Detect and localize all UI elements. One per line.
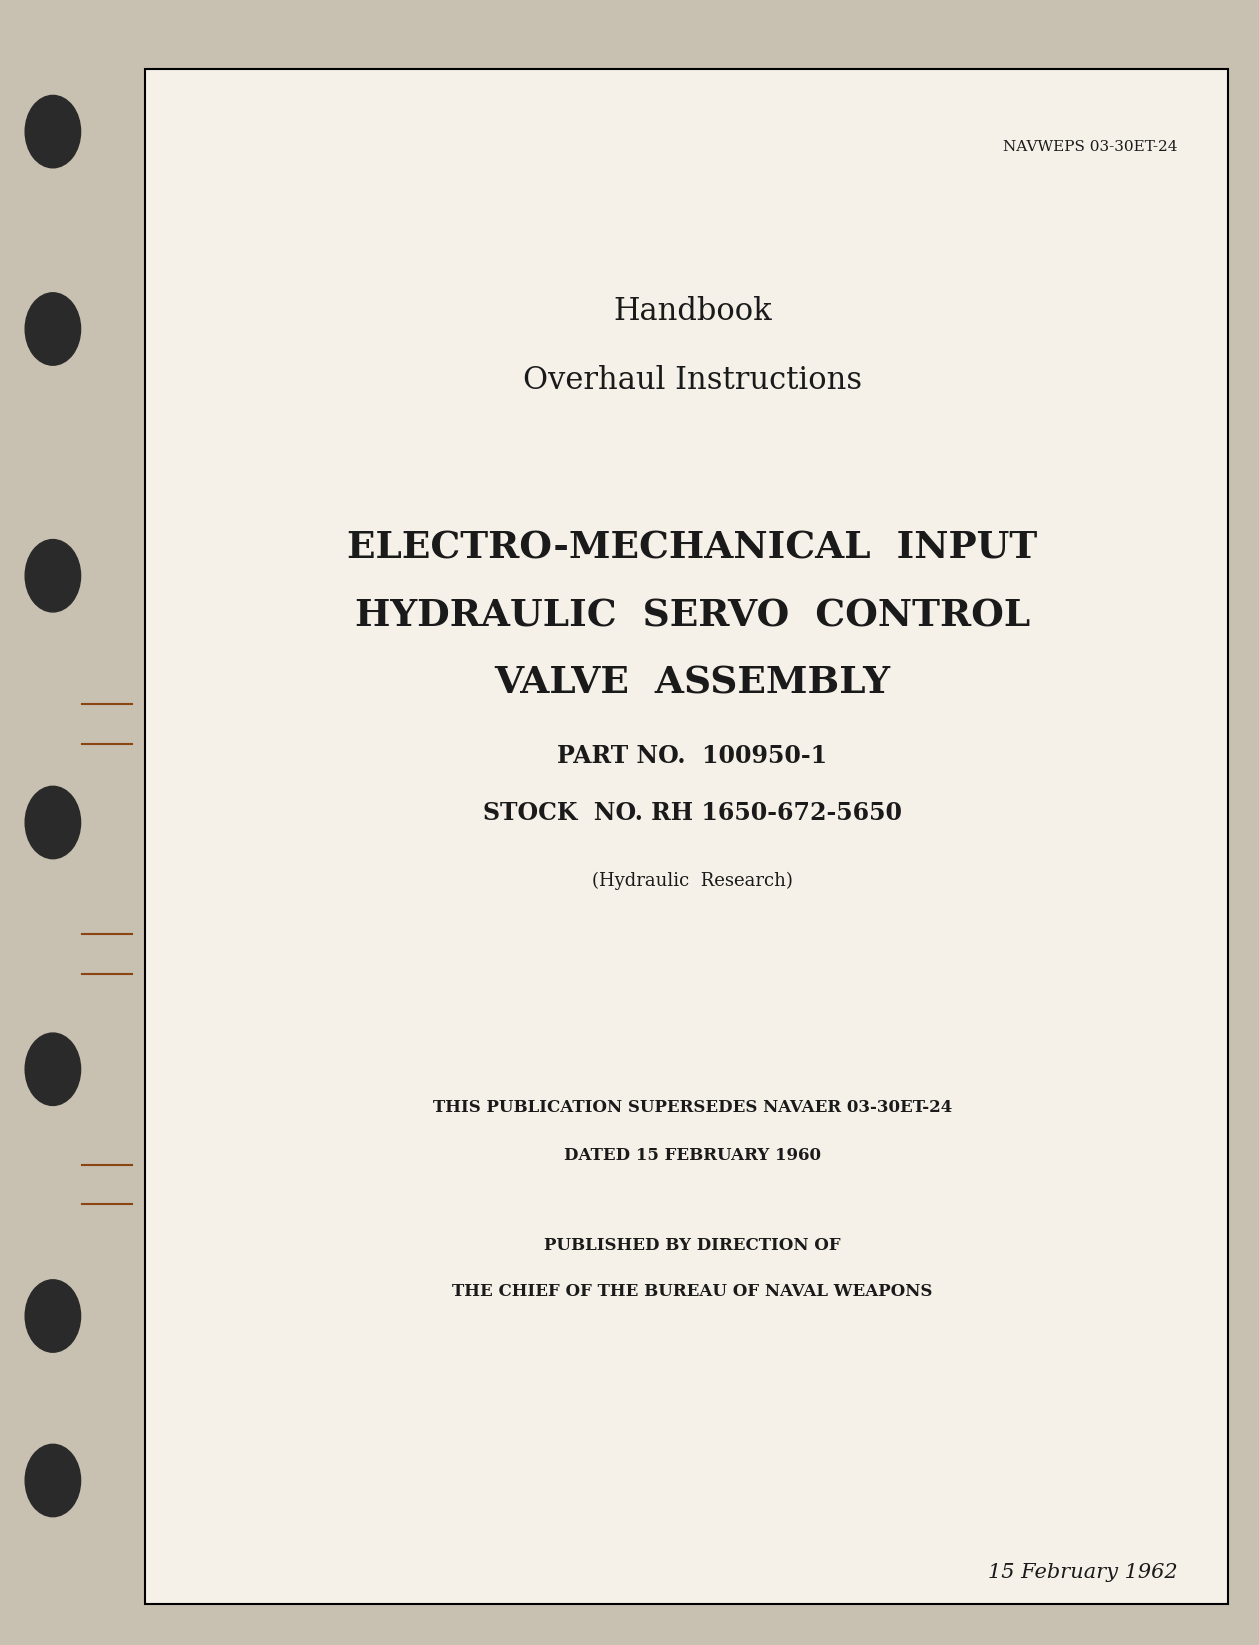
Text: STOCK  NO. RH 1650-672-5650: STOCK NO. RH 1650-672-5650 [483, 801, 901, 826]
Text: NAVWEPS 03-30ET-24: NAVWEPS 03-30ET-24 [1002, 140, 1177, 155]
Text: HYDRAULIC  SERVO  CONTROL: HYDRAULIC SERVO CONTROL [355, 597, 1030, 633]
Text: DATED 15 FEBRUARY 1960: DATED 15 FEBRUARY 1960 [564, 1147, 821, 1163]
Circle shape [25, 1033, 81, 1105]
Text: ELECTRO-MECHANICAL  INPUT: ELECTRO-MECHANICAL INPUT [347, 530, 1037, 566]
Text: (Hydraulic  Research): (Hydraulic Research) [592, 872, 793, 890]
Circle shape [25, 1444, 81, 1517]
Text: THE CHIEF OF THE BUREAU OF NAVAL WEAPONS: THE CHIEF OF THE BUREAU OF NAVAL WEAPONS [452, 1283, 933, 1300]
Circle shape [25, 786, 81, 859]
Text: PUBLISHED BY DIRECTION OF: PUBLISHED BY DIRECTION OF [544, 1237, 841, 1253]
Circle shape [25, 540, 81, 612]
Text: PART NO.  100950-1: PART NO. 100950-1 [558, 744, 827, 768]
FancyBboxPatch shape [145, 69, 1228, 1604]
Circle shape [25, 1280, 81, 1352]
Text: Overhaul Instructions: Overhaul Instructions [522, 365, 862, 396]
Text: 15 February 1962: 15 February 1962 [987, 1563, 1177, 1582]
Circle shape [25, 95, 81, 168]
Circle shape [25, 293, 81, 365]
Text: THIS PUBLICATION SUPERSEDES NAVAER 03-30ET-24: THIS PUBLICATION SUPERSEDES NAVAER 03-30… [433, 1099, 952, 1115]
Text: Handbook: Handbook [613, 296, 772, 327]
Text: VALVE  ASSEMBLY: VALVE ASSEMBLY [495, 665, 890, 701]
